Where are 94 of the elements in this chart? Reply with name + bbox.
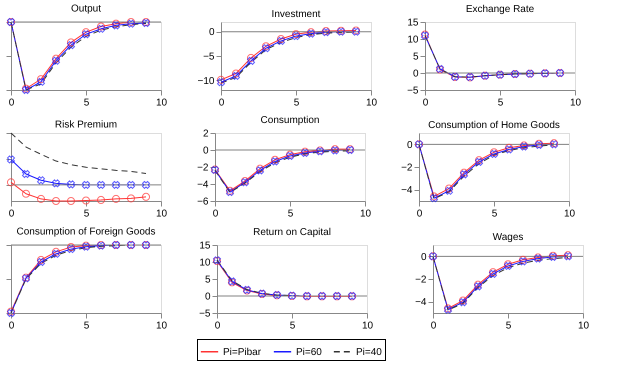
y-tick-label: −10 [198,76,215,87]
x-tick-label: 5 [288,208,294,220]
point [232,69,240,78]
x-tick-label: 10 [360,208,372,220]
y-tick-label: 0 [204,292,211,302]
x-tick-label: 5 [492,208,498,220]
x-tick-label: 5 [290,320,296,332]
y-tick-label: −5 [199,308,211,320]
point [36,75,46,84]
y-tick-label: 10 [407,34,419,46]
legend-label: Pi=Pibar [223,346,262,358]
y-tick-label: 2 [202,128,209,140]
point [246,54,256,62]
chart-title: Wages [492,232,524,243]
x-tick-label: 0 [218,98,225,108]
point [232,72,240,80]
chart-title: Investment [272,9,321,20]
point [6,178,16,186]
point [96,196,106,204]
point [37,176,45,184]
legend-label: Pi=40 [356,346,382,358]
point [97,180,105,189]
point [67,41,75,50]
chart-title: Risk Premium [54,120,118,130]
point [126,194,136,202]
point [36,256,46,264]
y-tick-label: 5 [204,274,211,286]
y-tick-label: 0 [202,146,209,156]
point [66,38,76,46]
x-tick-label: 5 [498,98,504,108]
y-tick-label: −2 [197,162,209,174]
x-tick-label: 10 [362,320,374,332]
point [66,196,76,206]
point [247,56,255,65]
x-tick-label: 5 [506,320,512,332]
y-tick-label: 0 [420,252,427,263]
chart-title: Consumption of Foreign Goods [16,226,156,238]
y-tick-label: 10 [199,258,211,268]
point [67,180,75,188]
y-tick-label: 15 [199,240,211,252]
point [37,78,45,86]
x-tick-label: 5 [84,320,90,332]
point [22,190,30,198]
point [22,170,30,178]
point [142,192,150,201]
point [127,180,135,189]
chart-title: Consumption [260,115,320,126]
y-tick-label: −2 [401,162,413,174]
x-tick-label: 0 [430,320,437,332]
x-tick-label: 0 [8,98,15,108]
y-tick-label: −5 [407,86,419,96]
point [216,76,226,84]
point [82,196,90,205]
y-tick-label: 0 [412,68,419,80]
point [97,24,105,33]
chart-title: Output [70,3,102,14]
point [52,248,60,256]
y-tick-label: −4 [401,185,413,196]
y-tick-label: 0 [406,140,413,151]
y-tick-label: −4 [197,180,209,190]
point [112,180,120,189]
x-tick-label: 5 [84,208,90,220]
point [52,179,60,188]
x-tick-label: 10 [156,98,168,108]
chart-title: Return on Capital [253,227,331,238]
point [7,155,15,164]
x-tick-label: 10 [578,320,590,332]
point [142,180,150,189]
x-tick-label: 10 [156,320,168,332]
point [96,22,106,31]
y-tick-label: −6 [197,196,209,208]
y-tick-label: 5 [412,52,419,62]
y-tick-label: 0 [208,27,215,38]
y-tick-label: −4 [415,297,427,308]
point [112,194,120,203]
point [52,196,60,206]
legend-label: Pi=60 [296,346,322,358]
x-tick-label: 10 [366,98,378,108]
x-tick-label: 10 [156,208,168,220]
chart-title: Consumption of Home Goods [428,120,560,131]
x-tick-label: 0 [8,320,15,332]
point [36,194,46,203]
point [82,180,90,189]
y-tick-label: −2 [415,274,427,286]
x-tick-label: 5 [84,98,90,108]
y-tick-label: 15 [407,18,419,28]
x-tick-label: 0 [8,208,15,220]
y-tick-label: −5 [203,52,215,62]
chart-title: Exchange Rate [466,4,535,15]
point [37,258,45,266]
x-tick-label: 10 [564,208,576,220]
x-tick-label: 10 [570,98,582,108]
x-tick-label: 5 [294,98,300,108]
point [217,78,225,86]
